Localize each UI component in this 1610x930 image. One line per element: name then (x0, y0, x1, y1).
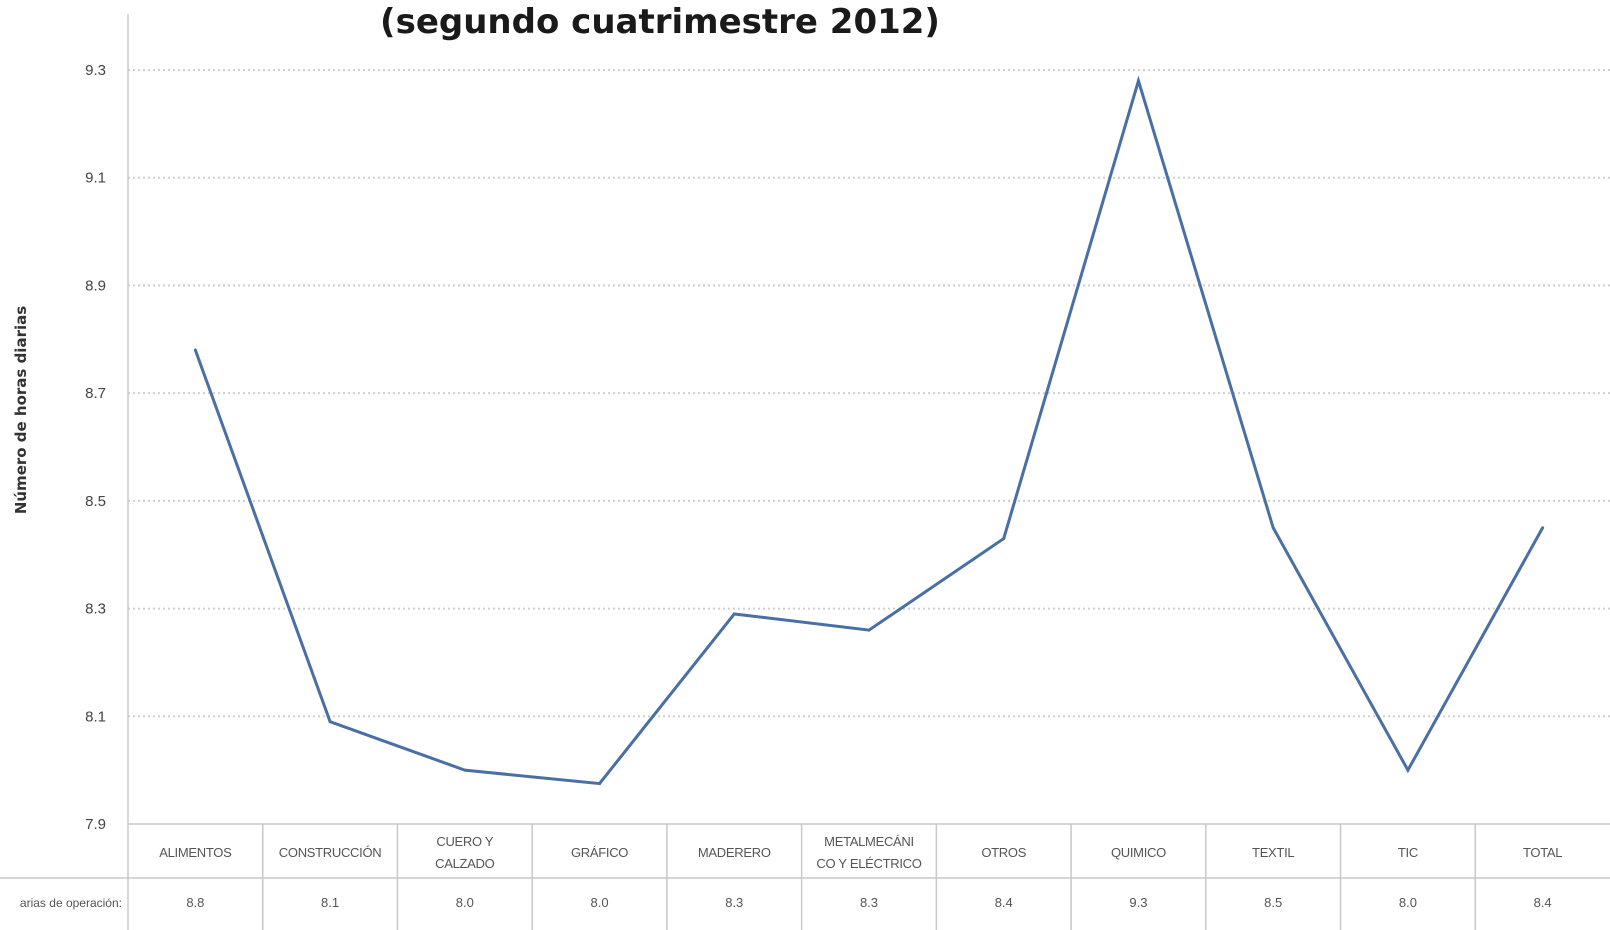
table-value: 8.5 (1264, 895, 1282, 910)
data-point (193, 348, 197, 352)
category-label: GRÁFICO (571, 845, 628, 860)
data-table: ALIMENTOS CONSTRUCCIÓN CUERO Y CALZADO GRÁFI… (0, 823, 1610, 930)
y-tick-label: 8.3 (85, 601, 106, 618)
series-line (193, 75, 1545, 786)
category-label: TEXTIL (1252, 845, 1294, 860)
category-label: METALMECÁNI (824, 834, 914, 849)
data-point (1136, 79, 1140, 83)
table-value: 8.0 (591, 895, 609, 910)
data-point (1541, 526, 1545, 530)
category-label: CONSTRUCCIÓN (279, 845, 382, 860)
table-value: 8.4 (1534, 895, 1552, 910)
data-point (1002, 537, 1006, 541)
y-tick-label: 8.9 (85, 277, 106, 294)
category-label: ALIMENTOS (159, 845, 232, 860)
chart-title: (segundo cuatrimestre 2012) (380, 2, 940, 42)
table-value: 8.3 (725, 895, 743, 910)
category-label: TOTAL (1523, 845, 1562, 860)
category-label: MADERERO (698, 845, 771, 860)
y-tick-label: 8.5 (85, 493, 106, 510)
category-label: QUIMICO (1111, 845, 1166, 860)
table-value: 8.1 (321, 895, 339, 910)
y-tick-label: 8.1 (85, 708, 106, 725)
data-point (1271, 526, 1275, 530)
y-tick-label: 9.1 (85, 170, 106, 187)
table-value: 8.8 (186, 895, 204, 910)
y-axis-label: Número de horas diarias (12, 306, 30, 514)
table-value: 8.0 (1399, 895, 1417, 910)
y-tick-label: 8.7 (85, 385, 106, 402)
data-point (1406, 768, 1410, 772)
table-value: 8.4 (995, 895, 1013, 910)
category-label: CALZADO (435, 856, 494, 871)
table-value: 8.0 (456, 895, 474, 910)
gridlines (128, 69, 1610, 718)
table-row-label: arias de operación: (20, 896, 122, 910)
data-point (463, 768, 467, 772)
data-point (328, 720, 332, 724)
series-line-path (193, 75, 1544, 786)
data-point (732, 612, 736, 616)
category-label: TIC (1398, 845, 1418, 860)
table-value: 9.3 (1129, 895, 1147, 910)
y-axis-ticks: 9.3 9.1 8.9 8.7 8.5 8.3 8.1 7.9 (85, 62, 106, 833)
table-value: 8.3 (860, 895, 878, 910)
y-tick-label: 7.9 (85, 816, 106, 833)
category-label: CO Y ELÉCTRICO (816, 856, 921, 871)
category-label: CUERO Y (436, 834, 494, 849)
data-point (598, 782, 602, 786)
data-point (867, 628, 871, 632)
y-tick-label: 9.3 (85, 62, 106, 79)
category-label: OTROS (981, 845, 1026, 860)
